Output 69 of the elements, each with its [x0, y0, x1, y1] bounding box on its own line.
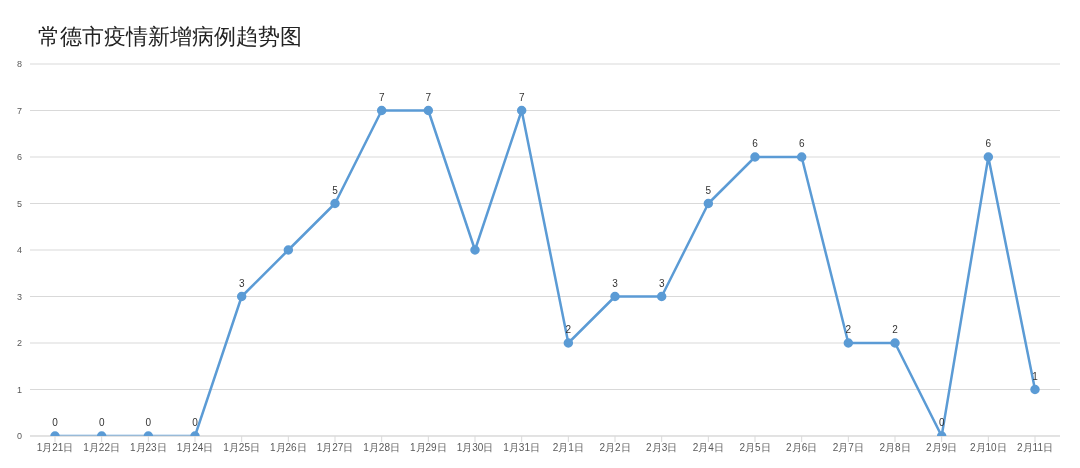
point: [283, 245, 294, 255]
y-tick-label: 3: [16, 291, 22, 302]
data-label: 0: [938, 417, 945, 428]
data-label: 2: [845, 324, 852, 335]
x-tick-label: 2月10日: [969, 442, 1007, 454]
data-label: 6: [985, 138, 992, 149]
data-label: 0: [98, 417, 105, 428]
data-label: 3: [238, 277, 245, 289]
data-label: 6: [752, 138, 759, 149]
point: [330, 198, 340, 209]
x-tick-label: 2月4日: [692, 442, 724, 454]
data-label: 7: [425, 91, 432, 103]
data-label: 7: [518, 91, 525, 103]
data-label: 0: [145, 417, 152, 428]
point: [236, 291, 247, 302]
data-label: 5: [705, 184, 712, 196]
point: [843, 338, 854, 348]
point: [470, 245, 480, 255]
y-tick-label: 4: [16, 245, 22, 256]
data-label: 1: [1032, 370, 1039, 382]
point: [516, 105, 527, 116]
x-tick-label: 1月30日: [456, 442, 494, 454]
data-label: 5: [332, 184, 339, 196]
x-tick-label: 2月6日: [786, 442, 818, 454]
x-tick-label: 2月9日: [926, 442, 958, 454]
x-tick-label: 1月23日: [129, 442, 167, 454]
x-tick-label: 2月5日: [739, 442, 771, 454]
point: [563, 338, 574, 348]
x-tick-label: 1月22日: [83, 442, 121, 454]
data-label: 2: [892, 324, 899, 335]
y-tick-label: 2: [16, 338, 22, 349]
x-tick-label: 2月11日: [1017, 442, 1053, 454]
point: [610, 291, 620, 302]
data-label: 3: [612, 277, 619, 289]
point: [1030, 384, 1040, 395]
data-label: 7: [378, 91, 385, 103]
x-tick-label: 2月1日: [552, 442, 584, 454]
chart-title: 常德市疫情新增病例趋势图: [38, 23, 302, 51]
point: [703, 198, 714, 209]
x-tick-label: 2月3日: [646, 442, 678, 454]
y-tick-label: 5: [16, 198, 22, 209]
x-tick-label: 1月27日: [316, 442, 354, 454]
x-tick-label: 2月7日: [832, 442, 864, 454]
point: [656, 291, 667, 302]
data-label: 3: [658, 277, 665, 289]
x-tick-label: 1月24日: [176, 442, 214, 454]
x-tick-label: 1月28日: [363, 442, 401, 454]
point: [750, 152, 760, 162]
x-tick-label: 2月2日: [599, 442, 631, 454]
x-tick-label: 1月25日: [223, 442, 261, 454]
y-tick-label: 6: [16, 152, 22, 163]
y-tick-label: 1: [16, 384, 22, 395]
x-tick-label: 1月31日: [503, 442, 541, 454]
data-label: 0: [192, 417, 199, 428]
data-label: 0: [52, 417, 59, 428]
data-label: 6: [798, 138, 805, 149]
point: [983, 152, 994, 162]
y-tick-label: 8: [16, 59, 22, 70]
x-tick-label: 2月8日: [879, 442, 911, 454]
x-tick-label: 1月26日: [269, 442, 307, 454]
point: [376, 105, 387, 116]
y-tick-label: 7: [16, 105, 22, 116]
x-tick-label: 1月29日: [409, 442, 447, 454]
point: [423, 105, 434, 116]
point: [796, 152, 807, 162]
y-tick-label: 0: [16, 431, 22, 442]
x-tick-label: 1月21日: [36, 442, 74, 454]
point: [890, 338, 900, 348]
data-label: 2: [565, 324, 572, 335]
